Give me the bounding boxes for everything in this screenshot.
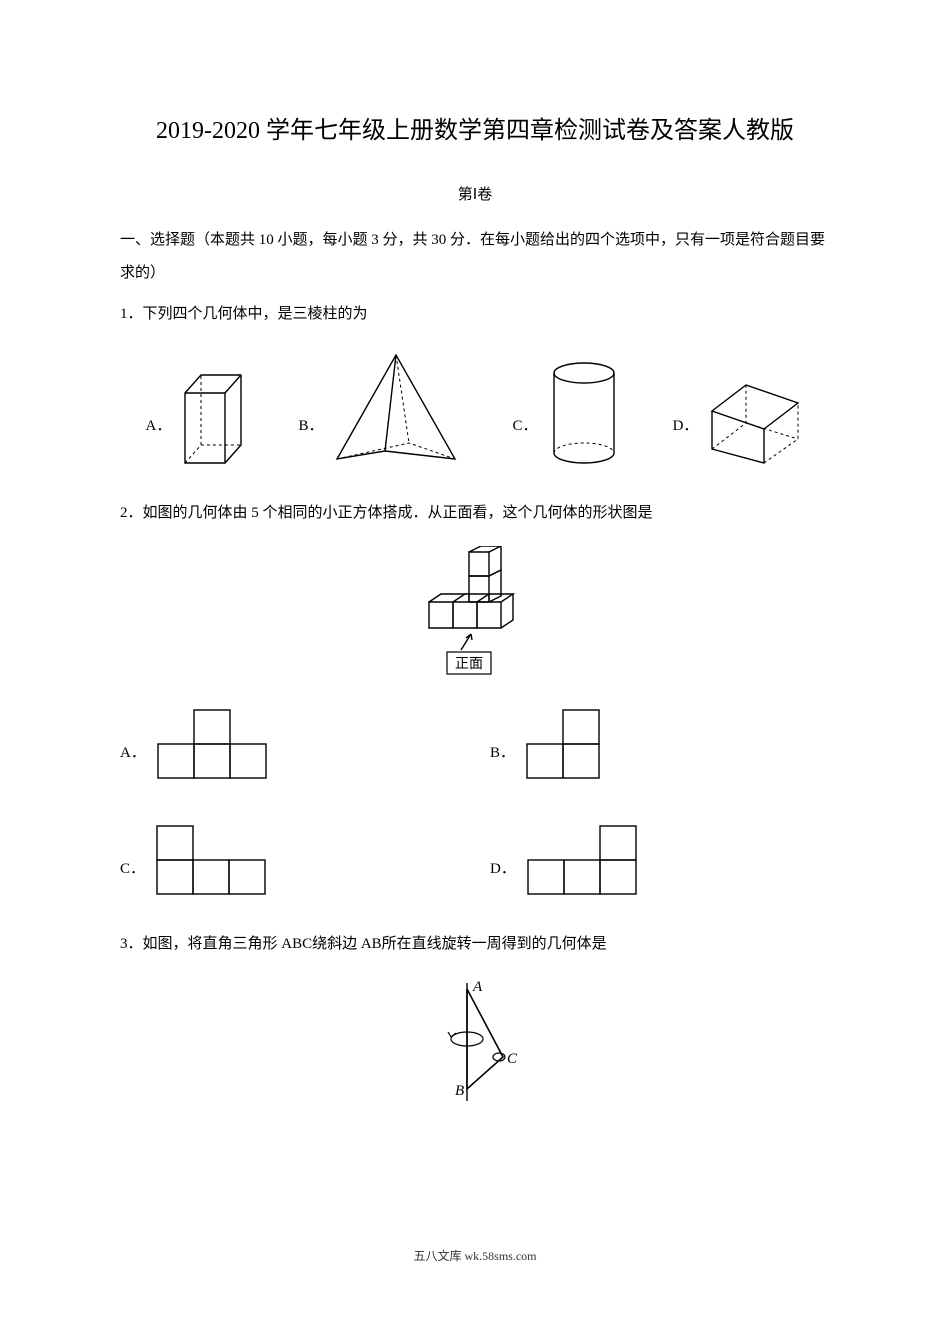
page-title: 2019-2020 学年七年级上册数学第四章检测试卷及答案人教版 bbox=[120, 110, 830, 153]
rotate-triangle-icon: A B C bbox=[425, 977, 525, 1107]
q2-option-b: B． bbox=[490, 706, 830, 782]
q1-options: A． B． C． D． bbox=[120, 351, 830, 467]
label-b: B bbox=[455, 1083, 464, 1099]
front-view-c-icon bbox=[153, 822, 273, 898]
q1-option-d: D． bbox=[673, 379, 805, 467]
q1-option-d-label: D． bbox=[673, 414, 699, 467]
q1-option-a-label: A． bbox=[146, 414, 172, 467]
q1-option-c: C． bbox=[513, 359, 622, 467]
q2-figure: 正面 bbox=[120, 546, 830, 682]
q2-option-a: A． bbox=[120, 706, 460, 782]
front-view-d-icon bbox=[524, 822, 644, 898]
q1-text: 1．下列四个几何体中，是三棱柱的为 bbox=[120, 298, 830, 331]
section-intro: 一、选择题（本题共 10 小题，每小题 3 分，共 30 分．在每小题给出的四个… bbox=[120, 224, 830, 290]
q2-option-a-label: A． bbox=[120, 741, 146, 782]
cuboid-icon bbox=[179, 369, 247, 467]
q2-option-c-label: C． bbox=[120, 857, 145, 898]
q2-option-c: C． bbox=[120, 822, 460, 898]
triangular-prism-icon bbox=[706, 379, 804, 467]
front-view-a-icon bbox=[154, 706, 274, 782]
q1-option-c-label: C． bbox=[513, 414, 538, 467]
cylinder-icon bbox=[546, 359, 622, 467]
q2-option-d: D． bbox=[490, 822, 830, 898]
paper-section: 第Ⅰ卷 bbox=[120, 183, 830, 204]
q1-option-b-label: B． bbox=[298, 414, 323, 467]
q2-option-d-label: D． bbox=[490, 857, 516, 898]
q3-figure: A B C bbox=[120, 977, 830, 1107]
label-a: A bbox=[472, 979, 483, 995]
label-c: C bbox=[507, 1051, 518, 1067]
footer: 五八文库 wk.58sms.com bbox=[120, 1247, 830, 1264]
q2-option-b-label: B． bbox=[490, 741, 515, 782]
q2-options: A． B． C． bbox=[120, 706, 830, 898]
front-view-b-icon bbox=[523, 706, 607, 782]
q2-text: 2．如图的几何体由 5 个相同的小正方体搭成．从正面看，这个几何体的形状图是 bbox=[120, 497, 830, 530]
front-label: 正面 bbox=[455, 657, 483, 672]
q3-text: 3．如图，将直角三角形 ABC绕斜边 AB所在直线旋转一周得到的几何体是 bbox=[120, 928, 830, 961]
q1-option-a: A． bbox=[146, 369, 248, 467]
q1-option-b: B． bbox=[298, 351, 461, 467]
cube-assembly-icon: 正面 bbox=[405, 546, 545, 682]
pyramid-icon bbox=[331, 351, 461, 467]
